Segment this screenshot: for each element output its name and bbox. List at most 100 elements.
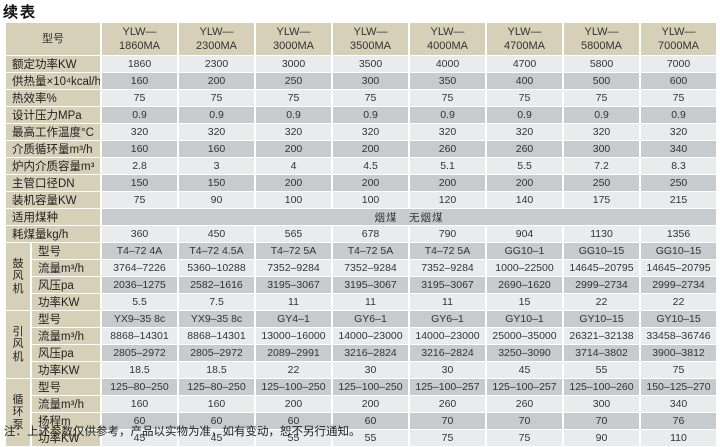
table-cell: 565	[256, 226, 331, 242]
table-cell: 5800	[564, 56, 639, 72]
table-cell: 200	[256, 141, 331, 157]
table-cell: 250	[641, 175, 716, 191]
table-cell: 2690–1620	[487, 277, 562, 293]
table-cell: 0.9	[641, 107, 716, 123]
table-cell: GY6–1	[410, 311, 485, 327]
table-row: 流量m³/h 160 160 200 200 260 260 300 340	[6, 396, 716, 412]
table-cell: 260	[487, 141, 562, 157]
table-cell: 70	[487, 413, 562, 429]
table-cell: 320	[256, 124, 331, 140]
table-cell: 30	[410, 362, 485, 378]
table-cell: 260	[487, 396, 562, 412]
table-cell: 125–100–257	[487, 379, 562, 395]
table-cell: 320	[641, 124, 716, 140]
table-row: 扬程m 60 60 60 60 70 70 70 76	[6, 413, 716, 429]
merged-cell: 烟煤 无烟煤	[102, 209, 716, 225]
table-cell: 320	[564, 124, 639, 140]
table-cell: 250	[564, 175, 639, 191]
table-cell: 125–100–257	[410, 379, 485, 395]
table-cell: 125–80–250	[102, 379, 177, 395]
table-cell: 75	[410, 430, 485, 446]
table-row: 循环泵型号 125–80–250 125–80–250 125–100–250 125–…	[6, 379, 716, 446]
table-cell: 904	[487, 226, 562, 242]
row-label: 最高工作温度°C	[6, 124, 100, 140]
table-cell: 14645–20795	[641, 260, 716, 276]
row-label: 介质循环量m³/h	[6, 141, 100, 157]
table-cell: 90	[179, 192, 254, 208]
table-cell: 110	[641, 430, 716, 446]
row-label: 供热量×10⁴kcal/h	[6, 73, 100, 89]
row-label: 流量m³/h	[32, 260, 100, 276]
table-cell: 340	[641, 396, 716, 412]
column-header: YLW— 2300MA	[179, 23, 254, 55]
table-cell: 3250–3090	[487, 345, 562, 361]
table-cell: 76	[641, 413, 716, 429]
column-header: YLW— 4000MA	[410, 23, 485, 55]
table-cell: 140	[487, 192, 562, 208]
table-cell: 22	[564, 294, 639, 310]
table-cell: 0.9	[410, 107, 485, 123]
table-cell: 790	[410, 226, 485, 242]
header-row: 型号 YLW— 1860MA YLW— 2300MA YLW— 3000MA YLW— 3500…	[6, 23, 716, 55]
table-cell: 100	[256, 192, 331, 208]
table-cell: 3216–2824	[410, 345, 485, 361]
table-cell: 75	[256, 90, 331, 106]
table-cell: 75	[179, 90, 254, 106]
table-cell: 678	[333, 226, 408, 242]
table-row: 适用煤种 烟煤 无烟煤	[6, 209, 716, 225]
table-cell: 160	[102, 396, 177, 412]
table-cell: 3714–3802	[564, 345, 639, 361]
row-label: 型号	[32, 311, 100, 327]
table-cell: 4700	[487, 56, 562, 72]
page-title: 续表	[3, 4, 38, 21]
table-cell: 200	[256, 175, 331, 191]
column-header: YLW— 1860MA	[102, 23, 177, 55]
row-label: 炉内介质容量m³	[6, 158, 100, 174]
table-cell: 320	[410, 124, 485, 140]
table-cell: 22	[256, 362, 331, 378]
row-label: 耗煤量kg/h	[6, 226, 100, 242]
table-cell: T4–72 5A	[333, 243, 408, 259]
table-cell: 2805–2972	[179, 345, 254, 361]
table-cell: 100	[333, 192, 408, 208]
table-cell: 200	[256, 396, 331, 412]
table-cell: 200	[333, 396, 408, 412]
group-label: 引风机	[6, 311, 30, 378]
table-cell: 1000–22500	[487, 260, 562, 276]
table-cell: 3000	[256, 56, 331, 72]
table-cell: T4–72 4.5A	[179, 243, 254, 259]
table-cell: 400	[487, 73, 562, 89]
column-header: YLW— 5800MA	[564, 23, 639, 55]
table-cell: 500	[564, 73, 639, 89]
table-cell: T4–72 5A	[256, 243, 331, 259]
table-row: 功率KW 5.5 7.5 11 11 11 15 22 22	[6, 294, 716, 310]
table-cell: 8868–14301	[179, 328, 254, 344]
table-cell: 3195–3067	[256, 277, 331, 293]
table-cell: 75	[102, 192, 177, 208]
table-cell: 75	[641, 362, 716, 378]
table-cell: 75	[487, 430, 562, 446]
row-label: 功率KW	[32, 294, 100, 310]
table-cell: 22	[641, 294, 716, 310]
table-cell: 2089–2991	[256, 345, 331, 361]
table-cell: 5.5	[102, 294, 177, 310]
table-cell: 1130	[564, 226, 639, 242]
table-cell: 2300	[179, 56, 254, 72]
table-cell: 5360–10288	[179, 260, 254, 276]
table-cell: 2999–2734	[564, 277, 639, 293]
table-cell: 60	[333, 413, 408, 429]
table-cell: 60	[256, 413, 331, 429]
table-cell: YX9–35 8c	[102, 311, 177, 327]
table-cell: 4	[256, 158, 331, 174]
table-cell: 26321–32138	[564, 328, 639, 344]
table-cell: 1356	[641, 226, 716, 242]
table-cell: 60	[179, 413, 254, 429]
table-cell: 300	[564, 141, 639, 157]
table-cell: GY10–1	[487, 311, 562, 327]
table-cell: 13000–16000	[256, 328, 331, 344]
table-cell: 33458–36746	[641, 328, 716, 344]
table-cell: 3216–2824	[333, 345, 408, 361]
table-row: 装机容量KW 75 90 100 100 120 140 175 215	[6, 192, 716, 208]
table-row: 最高工作温度°C 320 320 320 320 320 320 320 320	[6, 124, 716, 140]
table-cell: 160	[179, 396, 254, 412]
